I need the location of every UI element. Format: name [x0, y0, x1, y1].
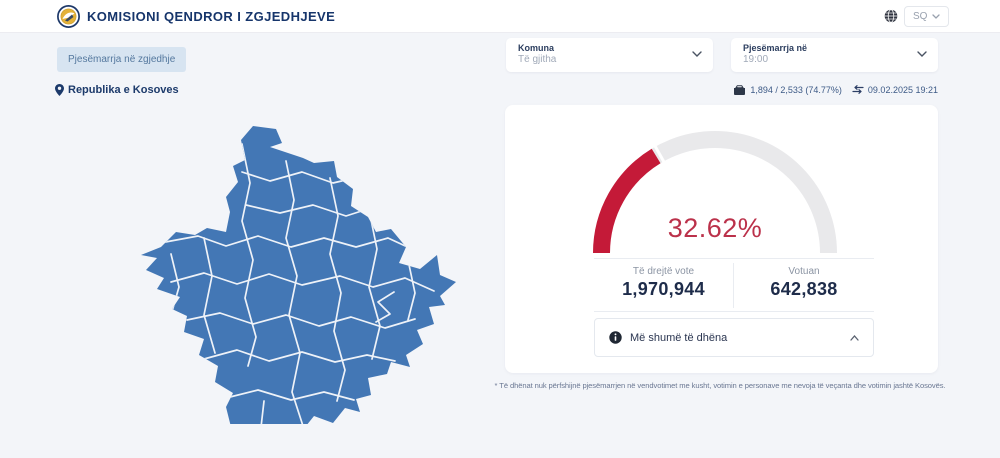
chevron-down-icon: [692, 51, 702, 57]
municipality-dropdown[interactable]: Komuna Të gjitha: [506, 38, 713, 72]
time-dropdown[interactable]: Pjesëmarrja në 19:00: [731, 38, 938, 72]
app-header: KOMISIONI QENDROR I ZGJEDHJEVE SQ: [0, 0, 1000, 33]
voted-label: Votuan: [788, 266, 820, 277]
polling-stations-value: 1,894 / 2,533 (74.77%): [750, 84, 842, 95]
more-data-toggle[interactable]: Më shumë të dhëna: [594, 318, 874, 357]
divider: [594, 258, 874, 259]
language-selector[interactable]: SQ: [904, 6, 950, 27]
more-data-label: Më shumë të dhëna: [630, 331, 728, 344]
info-icon: [609, 331, 622, 344]
eligible-voters-value: 1,970,944: [622, 279, 705, 299]
region-label: Republika e Kosoves: [68, 84, 179, 96]
divider: [594, 311, 874, 312]
last-update-stat: 09.02.2025 19:21: [852, 85, 938, 95]
voted-value: 642,838: [770, 279, 838, 299]
municipality-dropdown-value: Të gjitha: [518, 54, 557, 65]
turnout-percentage: 32.62%: [667, 213, 763, 243]
gauge-fill-arc: [593, 148, 661, 254]
voted-stat: Votuan 642,838: [734, 263, 874, 308]
turnout-gauge: [593, 131, 837, 254]
polling-stations-stat: 1,894 / 2,533 (74.77%): [733, 84, 842, 95]
chevron-up-icon: [850, 334, 859, 341]
chevron-down-icon: [932, 14, 941, 19]
sync-arrows-icon: [852, 85, 864, 94]
tab-participation[interactable]: Pjesëmarrja në zgjedhje: [57, 47, 187, 72]
kosovo-municipalities-map[interactable]: [138, 106, 462, 458]
location-pin-icon: [55, 84, 64, 96]
disclaimer-footnote: * Të dhënat nuk përfshijnë pjesëmarrjen …: [494, 381, 946, 390]
ballot-box-icon: [734, 85, 746, 95]
meta-row: 1,894 / 2,533 (74.77%) 09.02.2025 19:21: [733, 84, 938, 95]
globe-icon[interactable]: [884, 9, 898, 23]
turnout-card: 32.62% Të drejtë vote 1,970,944 Votuan 6…: [505, 105, 938, 373]
eligible-voters-stat: Të drejtë vote 1,970,944: [594, 263, 734, 308]
tab-label: Pjesëmarrja në zgjedhje: [68, 54, 176, 65]
eligible-voters-label: Të drejtë vote: [632, 266, 695, 277]
gauge-gap: [652, 143, 667, 165]
region-breadcrumb: Republika e Kosoves: [55, 84, 179, 96]
chevron-down-icon: [917, 51, 927, 57]
time-dropdown-label: Pjesëmarrja në: [743, 43, 808, 53]
language-code: SQ: [913, 11, 928, 22]
stats-row: Të drejtë vote 1,970,944 Votuan 642,838: [594, 263, 874, 308]
time-dropdown-value: 19:00: [743, 54, 769, 65]
page-title: KOMISIONI QENDROR I ZGJEDHJEVE: [87, 9, 336, 24]
kqz-logo: [57, 5, 80, 28]
kosovo-outline: [141, 126, 456, 458]
last-update-value: 09.02.2025 19:21: [867, 84, 938, 95]
municipality-dropdown-label: Komuna: [518, 43, 554, 53]
